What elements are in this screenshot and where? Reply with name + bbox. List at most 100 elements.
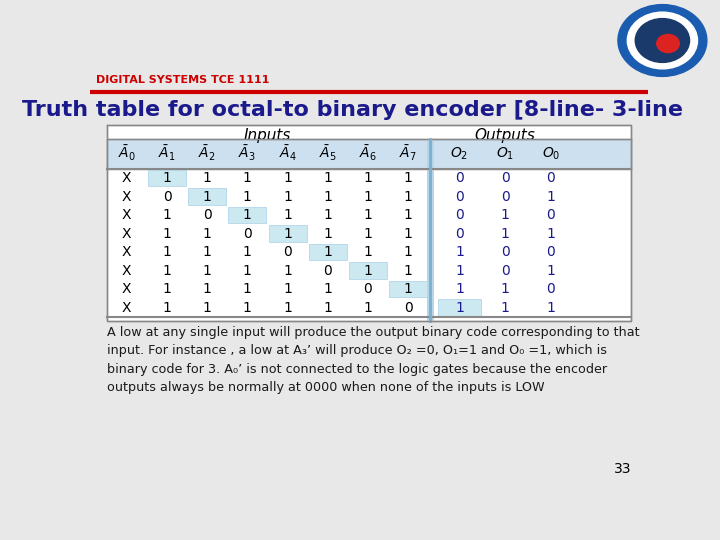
Text: 1: 1	[243, 171, 252, 185]
Text: 1: 1	[243, 301, 252, 315]
Text: 1: 1	[455, 301, 464, 315]
Text: 0: 0	[243, 227, 252, 241]
Text: $O_1$: $O_1$	[496, 146, 514, 162]
Text: 0: 0	[455, 190, 464, 204]
Text: 0: 0	[404, 301, 413, 315]
Text: X: X	[122, 190, 132, 204]
Text: 1: 1	[163, 208, 171, 222]
Text: 1: 1	[404, 171, 413, 185]
FancyBboxPatch shape	[269, 225, 307, 242]
Text: 1: 1	[364, 245, 372, 259]
Text: 1: 1	[283, 264, 292, 278]
Text: A low at any single input will produce the output binary code corresponding to t: A low at any single input will produce t…	[107, 326, 639, 394]
Text: Truth table for octal-to binary encoder [8-line- 3-line: Truth table for octal-to binary encoder …	[22, 100, 683, 120]
Text: 1: 1	[163, 301, 171, 315]
Text: $\bar{A}_1$: $\bar{A}_1$	[158, 144, 176, 164]
Text: 1: 1	[323, 227, 332, 241]
Text: X: X	[122, 282, 132, 296]
Text: 1: 1	[283, 171, 292, 185]
Text: 1: 1	[283, 208, 292, 222]
Text: 0: 0	[546, 245, 555, 259]
Text: DIGITAL SYSTEMS TCE 1111: DIGITAL SYSTEMS TCE 1111	[96, 75, 269, 85]
FancyBboxPatch shape	[107, 139, 631, 168]
Text: X: X	[122, 171, 132, 185]
Text: 0: 0	[546, 282, 555, 296]
Text: 33: 33	[613, 462, 631, 476]
Text: 1: 1	[283, 301, 292, 315]
Text: 1: 1	[404, 190, 413, 204]
Text: 1: 1	[283, 282, 292, 296]
FancyBboxPatch shape	[389, 281, 427, 298]
Text: 0: 0	[323, 264, 332, 278]
Text: 1: 1	[546, 264, 555, 278]
Text: $\bar{A}_2$: $\bar{A}_2$	[199, 144, 216, 164]
Text: 1: 1	[283, 190, 292, 204]
Text: 0: 0	[546, 208, 555, 222]
Circle shape	[618, 5, 707, 76]
Text: 1: 1	[455, 264, 464, 278]
Text: 1: 1	[243, 245, 252, 259]
Text: 1: 1	[163, 245, 171, 259]
Text: 1: 1	[364, 301, 372, 315]
Text: 0: 0	[546, 171, 555, 185]
Text: $\bar{A}_3$: $\bar{A}_3$	[238, 144, 256, 164]
FancyBboxPatch shape	[148, 170, 186, 186]
Text: X: X	[122, 245, 132, 259]
Text: 1: 1	[455, 282, 464, 296]
Text: 1: 1	[243, 264, 252, 278]
Text: 1: 1	[404, 227, 413, 241]
Text: 1: 1	[500, 208, 510, 222]
FancyBboxPatch shape	[309, 244, 347, 260]
Text: 0: 0	[455, 227, 464, 241]
Text: 1: 1	[546, 190, 555, 204]
Text: 0: 0	[203, 208, 212, 222]
Text: 1: 1	[243, 190, 252, 204]
Text: 1: 1	[364, 208, 372, 222]
FancyBboxPatch shape	[228, 207, 266, 223]
Text: X: X	[122, 227, 132, 241]
Text: 0: 0	[501, 171, 510, 185]
Text: 1: 1	[546, 301, 555, 315]
Text: 1: 1	[500, 227, 510, 241]
FancyBboxPatch shape	[349, 262, 387, 279]
Text: 1: 1	[455, 245, 464, 259]
Text: 1: 1	[500, 282, 510, 296]
Circle shape	[657, 35, 679, 52]
Text: $O_0$: $O_0$	[541, 146, 560, 162]
Text: 1: 1	[283, 227, 292, 241]
FancyBboxPatch shape	[438, 300, 481, 316]
Text: 1: 1	[364, 171, 372, 185]
Text: 1: 1	[404, 208, 413, 222]
Text: 1: 1	[323, 171, 332, 185]
Text: 1: 1	[163, 282, 171, 296]
Text: 1: 1	[203, 282, 212, 296]
Text: 0: 0	[501, 190, 510, 204]
Text: 1: 1	[163, 227, 171, 241]
Text: X: X	[122, 208, 132, 222]
Text: $O_2$: $O_2$	[450, 146, 469, 162]
Text: $\bar{A}_7$: $\bar{A}_7$	[399, 144, 417, 164]
FancyBboxPatch shape	[427, 139, 434, 321]
Text: 1: 1	[323, 208, 332, 222]
Text: Inputs: Inputs	[244, 129, 291, 144]
Text: 1: 1	[163, 264, 171, 278]
Text: 1: 1	[323, 190, 332, 204]
Text: 1: 1	[404, 245, 413, 259]
Text: $\bar{A}_0$: $\bar{A}_0$	[118, 144, 136, 164]
Text: $\bar{A}_4$: $\bar{A}_4$	[279, 144, 297, 164]
Text: 1: 1	[243, 208, 252, 222]
Text: X: X	[122, 301, 132, 315]
Text: 1: 1	[364, 227, 372, 241]
Text: 1: 1	[364, 190, 372, 204]
Text: $\bar{A}_6$: $\bar{A}_6$	[359, 144, 377, 164]
Text: 1: 1	[364, 264, 372, 278]
Text: 1: 1	[323, 301, 332, 315]
Text: 0: 0	[283, 245, 292, 259]
Text: 1: 1	[203, 190, 212, 204]
Circle shape	[627, 12, 698, 69]
Text: 1: 1	[203, 171, 212, 185]
Text: 0: 0	[455, 208, 464, 222]
Text: $\bar{A}_5$: $\bar{A}_5$	[319, 144, 337, 164]
Text: 1: 1	[203, 245, 212, 259]
Text: X: X	[122, 264, 132, 278]
